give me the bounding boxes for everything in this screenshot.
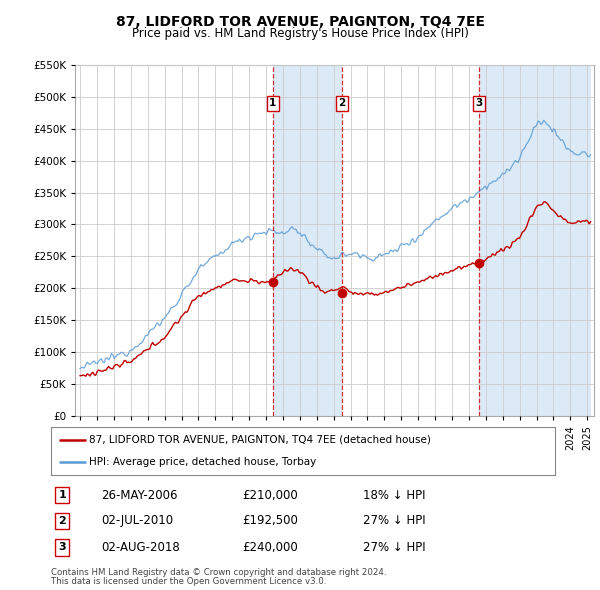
Text: This data is licensed under the Open Government Licence v3.0.: This data is licensed under the Open Gov… <box>51 577 326 586</box>
Text: 87, LIDFORD TOR AVENUE, PAIGNTON, TQ4 7EE (detached house): 87, LIDFORD TOR AVENUE, PAIGNTON, TQ4 7E… <box>89 435 431 445</box>
Text: HPI: Average price, detached house, Torbay: HPI: Average price, detached house, Torb… <box>89 457 316 467</box>
Text: £210,000: £210,000 <box>242 489 298 502</box>
Bar <box>273 65 342 416</box>
Text: 27% ↓ HPI: 27% ↓ HPI <box>364 541 426 554</box>
Bar <box>479 65 590 416</box>
Text: 27% ↓ HPI: 27% ↓ HPI <box>364 514 426 527</box>
Text: 1: 1 <box>269 98 277 108</box>
Text: Contains HM Land Registry data © Crown copyright and database right 2024.: Contains HM Land Registry data © Crown c… <box>51 568 386 576</box>
Text: Price paid vs. HM Land Registry's House Price Index (HPI): Price paid vs. HM Land Registry's House … <box>131 27 469 40</box>
Text: 87, LIDFORD TOR AVENUE, PAIGNTON, TQ4 7EE: 87, LIDFORD TOR AVENUE, PAIGNTON, TQ4 7E… <box>115 15 485 29</box>
Text: 1: 1 <box>58 490 66 500</box>
Text: 2: 2 <box>58 516 66 526</box>
Text: £192,500: £192,500 <box>242 514 298 527</box>
Text: 02-JUL-2010: 02-JUL-2010 <box>101 514 173 527</box>
Text: 02-AUG-2018: 02-AUG-2018 <box>101 541 180 554</box>
Text: 2: 2 <box>338 98 346 108</box>
Text: 26-MAY-2006: 26-MAY-2006 <box>101 489 178 502</box>
Text: 3: 3 <box>58 542 66 552</box>
Text: 18% ↓ HPI: 18% ↓ HPI <box>364 489 426 502</box>
Text: £240,000: £240,000 <box>242 541 298 554</box>
Text: 3: 3 <box>475 98 482 108</box>
